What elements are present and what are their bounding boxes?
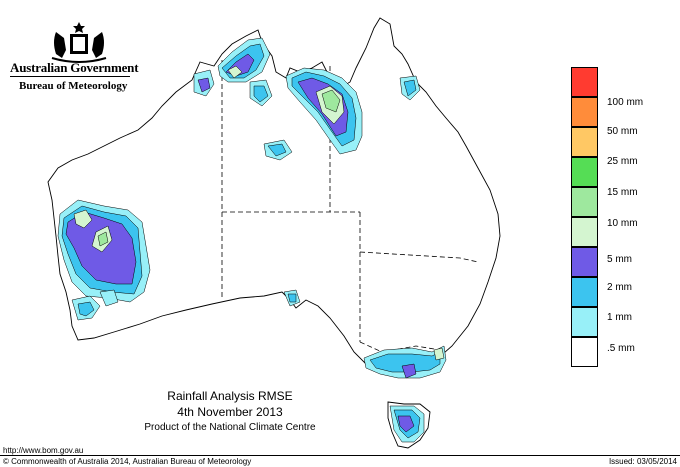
legend-label-0-5mm: .5 mm (607, 343, 635, 354)
legend-label-50mm: 50 mm (607, 126, 638, 137)
legend-swatch-100mm (571, 67, 598, 97)
legend-swatch-light-green (571, 217, 598, 247)
legend-label-2mm: 2 mm (607, 282, 632, 293)
legend-swatch-15mm (571, 157, 598, 187)
legend-swatch-25mm (571, 127, 598, 157)
rainfall-shading (57, 37, 447, 443)
legend-label-1mm: 1 mm (607, 312, 632, 323)
legend-swatch-50mm (571, 97, 598, 127)
legend-label-15mm: 15 mm (607, 187, 638, 198)
website-url: http://www.bom.gov.au (3, 446, 84, 455)
legend-swatch-0-5mm (571, 337, 598, 367)
legend-swatch-10mm (571, 187, 598, 217)
government-title: Australian Government (10, 60, 139, 75)
coat-of-arms-icon (51, 22, 107, 63)
legend-swatch-2mm (571, 277, 598, 307)
legend-swatch-1mm (571, 307, 598, 337)
map-date: 4th November 2013 (177, 405, 283, 419)
map-product: Product of the National Climate Centre (144, 422, 316, 433)
map-title: Rainfall Analysis RMSE (167, 389, 293, 403)
australia-mainland (47, 17, 501, 377)
legend-label-100mm: 100 mm (607, 97, 644, 108)
agency-block (8, 8, 136, 98)
legend-label-25mm: 25 mm (607, 156, 638, 167)
footer-divider (0, 455, 680, 456)
agency-divider (10, 76, 130, 77)
legend-label-10mm: 10 mm (607, 218, 638, 229)
legend-swatch-5mm (571, 247, 598, 277)
legend-label-5mm: 5 mm (607, 254, 632, 265)
bureau-title: Bureau of Meteorology (19, 80, 128, 92)
issued-date: Issued: 03/05/2014 (608, 457, 677, 466)
copyright-text: © Commonwealth of Australia 2014, Austra… (3, 457, 252, 466)
